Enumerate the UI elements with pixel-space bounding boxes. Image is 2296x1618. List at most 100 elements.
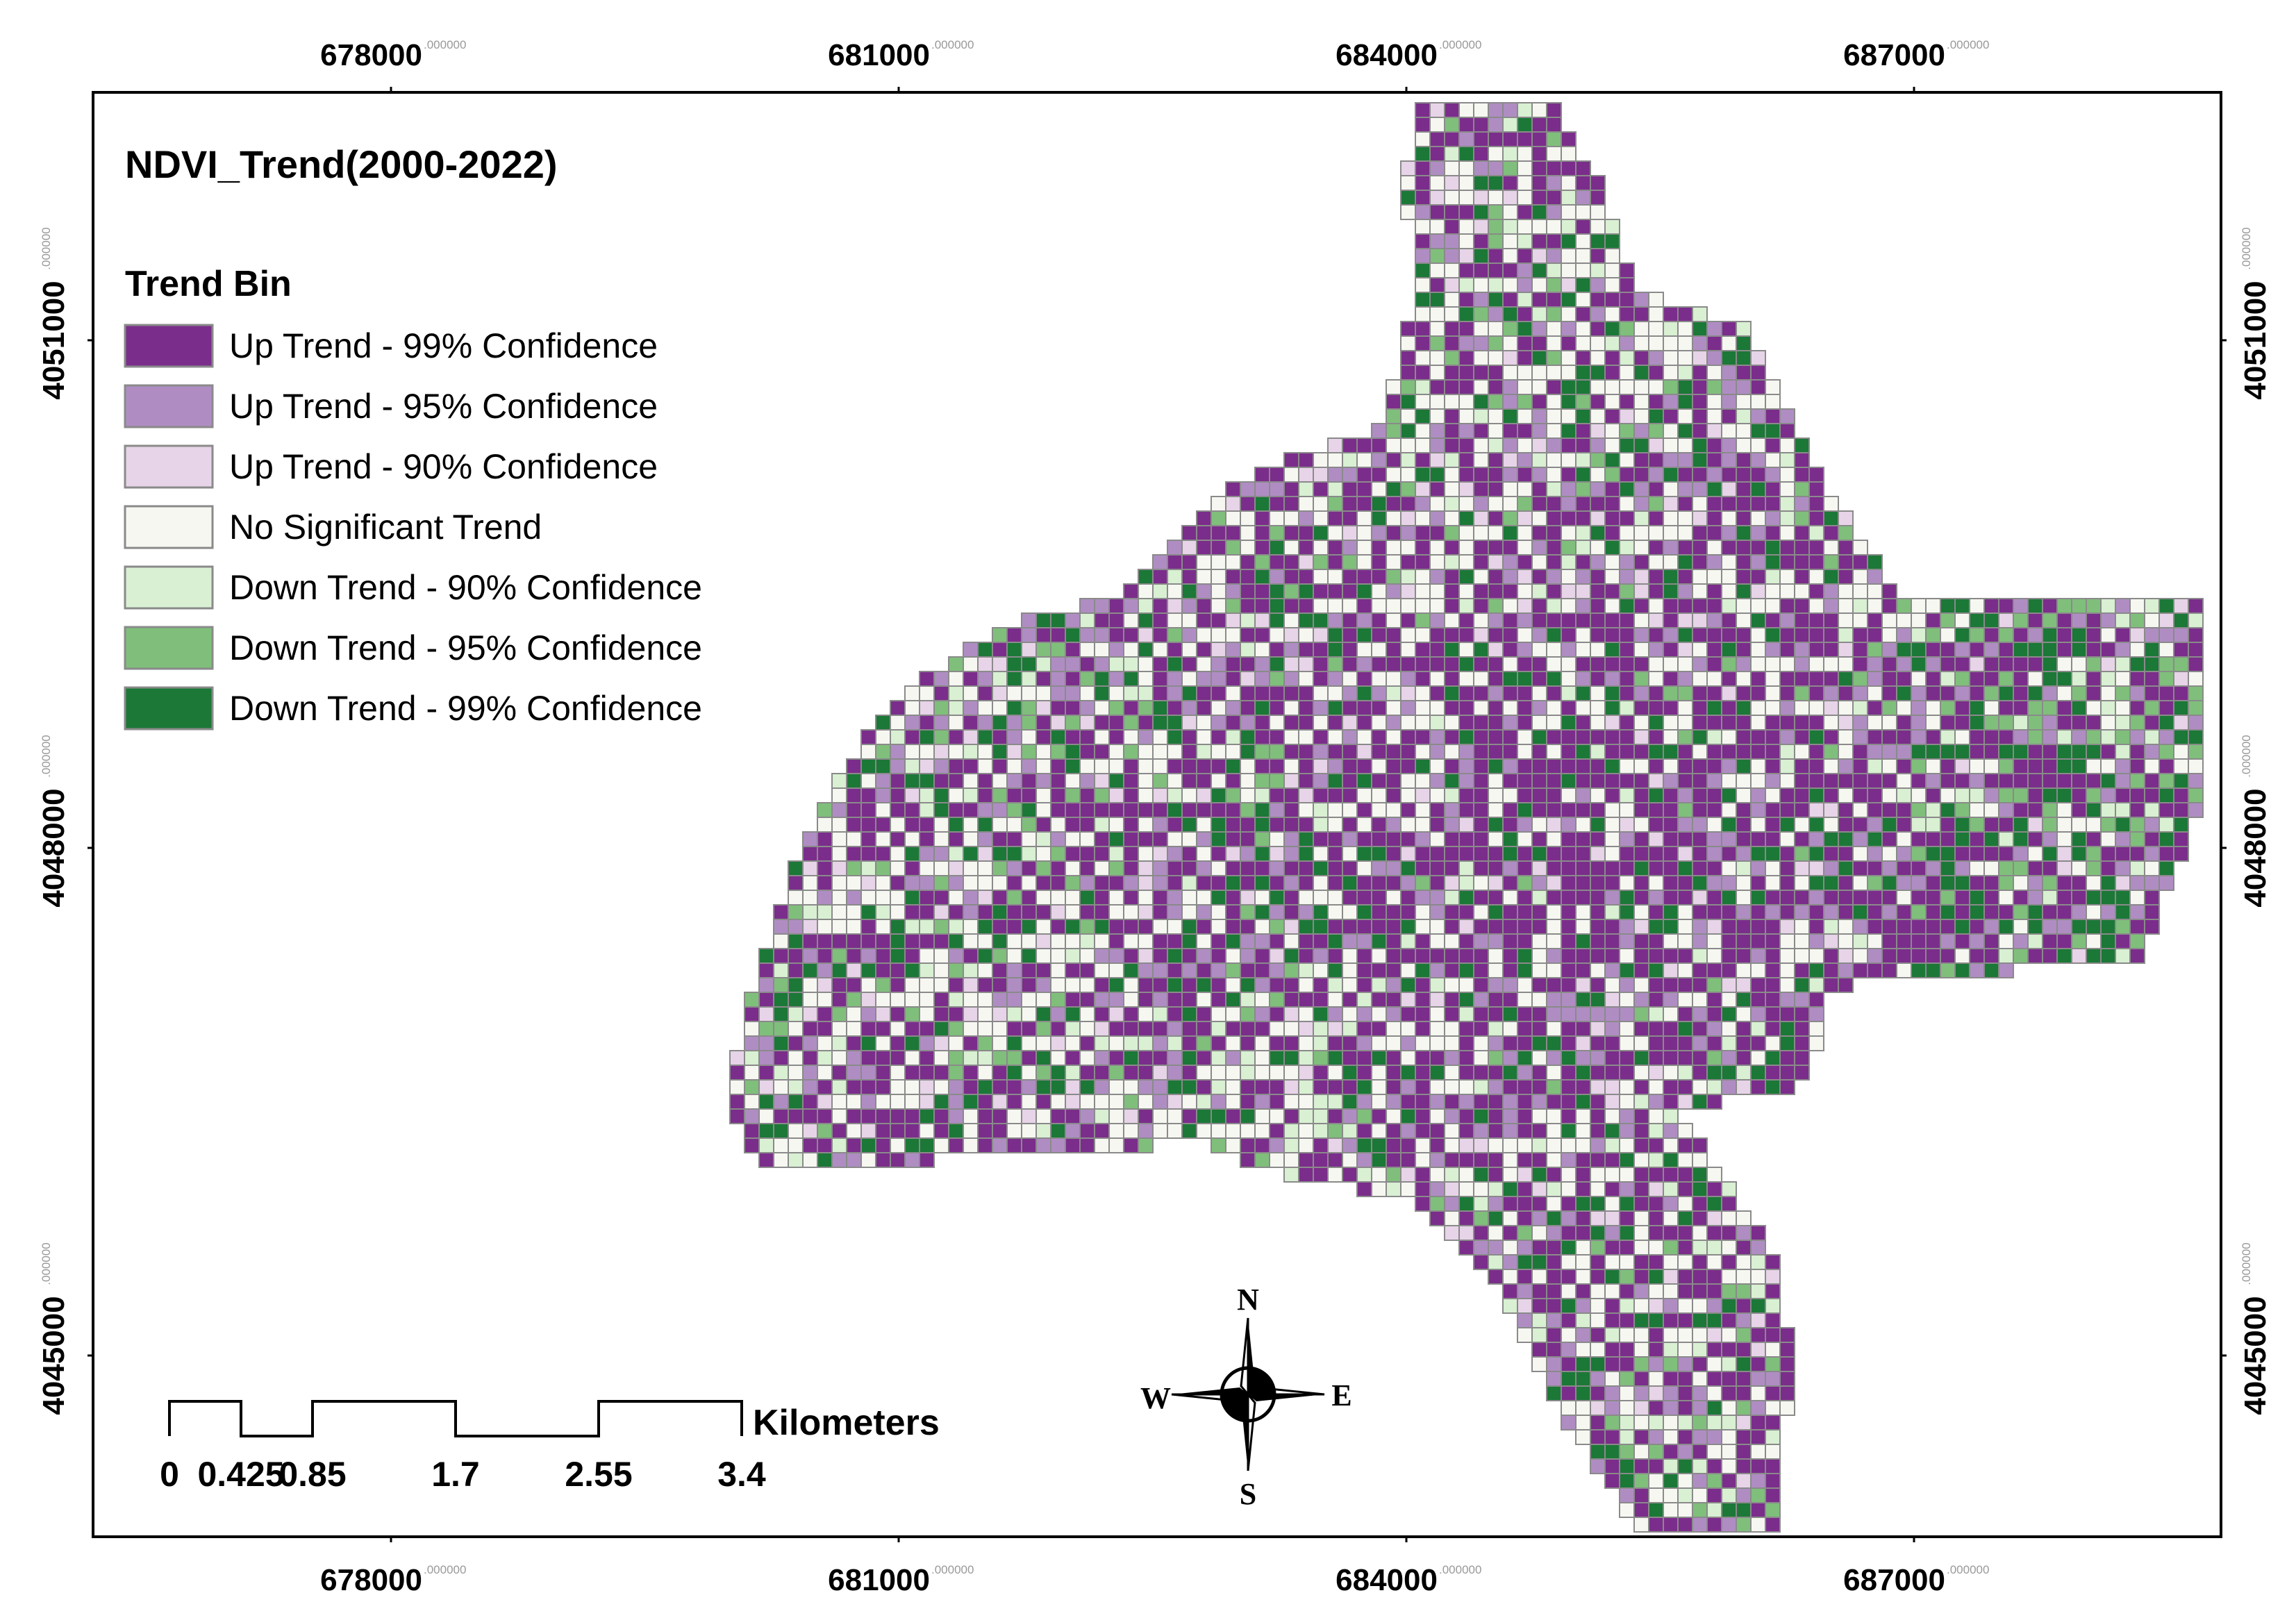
grid-cell [1721,787,1737,803]
grid-cell [1006,744,1022,760]
grid-cell [890,1137,906,1153]
grid-cell [1429,408,1445,424]
grid-cell [919,875,935,891]
grid-cell [1502,248,1518,264]
grid-cell [1648,744,1664,760]
grid-cell [1458,758,1474,774]
grid-cell [1021,729,1037,745]
grid-cell [963,992,979,1008]
grid-cell [1254,715,1270,731]
grid-cell [1211,685,1226,701]
grid-cell [1619,306,1635,322]
grid-cell [1779,860,1795,876]
grid-cell [1590,540,1606,556]
grid-cell [1240,598,1256,614]
grid-cell [1706,1094,1722,1110]
grid-cell [1429,540,1445,556]
grid-cell [1458,467,1474,483]
grid-cell [1823,758,1839,774]
grid-cell [1633,890,1649,906]
grid-cell [1633,540,1649,556]
grid-cell [1721,1429,1737,1445]
grid-cell [1429,1021,1445,1037]
grid-cell [1852,948,1868,964]
grid-cell [1473,627,1489,643]
grid-cell [1736,1371,1752,1387]
grid-cell [1342,583,1358,599]
grid-cell [1313,977,1329,993]
grid-cell [1415,817,1431,833]
grid-cell [1911,715,1927,731]
grid-cell [1473,904,1489,920]
grid-cell [1415,1035,1431,1051]
grid-cell [2100,598,2116,614]
grid-cell [1502,1065,1518,1081]
grid-cell [1750,948,1766,964]
grid-cell [1604,1137,1620,1153]
grid-cell [1706,1298,1722,1314]
grid-cell [1706,1371,1722,1387]
grid-cell [1094,860,1110,876]
grid-cell [1211,656,1226,672]
grid-cell [1692,1342,1708,1358]
grid-cell [1750,1473,1766,1489]
grid-cell [1677,1137,1693,1153]
grid-cell [1400,1079,1416,1095]
grid-cell [1371,437,1387,453]
grid-cell [1969,598,1985,614]
grid-cell [1167,744,1183,760]
grid-cell [1473,1181,1489,1197]
grid-cell [1327,860,1343,876]
grid-cell [1561,1181,1577,1197]
grid-cell [1998,962,2014,978]
grid-cell [1473,612,1489,628]
grid-cell [1604,394,1620,410]
grid-cell [1254,1021,1270,1037]
grid-cell [963,700,979,716]
grid-cell [1794,656,1810,672]
grid-cell [963,933,979,949]
grid-cell [2027,758,2043,774]
grid-cell [1575,1137,1591,1153]
grid-cell [1240,1123,1256,1139]
grid-cell [1517,1079,1533,1095]
grid-cell [1429,292,1445,308]
grid-cell [758,948,774,964]
grid-cell [1633,1444,1649,1460]
grid-cell [1298,919,1314,935]
grid-cell [1721,1196,1737,1212]
grid-cell [1794,700,1810,716]
grid-cell [904,890,920,906]
grid-cell [875,948,891,964]
grid-cell [919,1021,935,1037]
grid-cell [1648,642,1664,658]
grid-cell [1808,787,1824,803]
grid-cell [1604,817,1620,833]
grid-cell [1181,729,1197,745]
grid-cell [1531,365,1547,381]
grid-cell [1488,583,1504,599]
grid-cell [1313,671,1329,687]
grid-cell [1648,1356,1664,1372]
grid-cell [1663,744,1679,760]
grid-cell [1152,627,1168,643]
grid-cell [1561,656,1577,672]
grid-cell [1794,744,1810,760]
grid-cell [846,904,862,920]
grid-cell [1633,510,1649,526]
grid-cell [933,919,949,935]
grid-cell [1954,919,1970,935]
grid-cell [1298,933,1314,949]
grid-cell [1575,758,1591,774]
grid-cell [1677,1371,1693,1387]
grid-cell [846,1094,862,1110]
grid-cell [890,1050,906,1066]
grid-cell [1954,744,1970,760]
grid-cell [1677,1487,1693,1503]
grid-cell [2100,904,2116,920]
grid-cell [1998,890,2014,906]
grid-cell [1648,1371,1664,1387]
grid-cell [1925,962,1941,978]
grid-cell [1911,831,1927,847]
grid-cell [1721,1240,1737,1256]
